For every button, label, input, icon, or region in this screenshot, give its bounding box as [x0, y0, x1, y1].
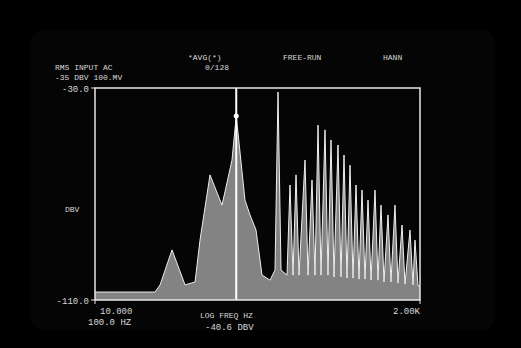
spectrum-area: [95, 92, 420, 300]
x-tick: [95, 300, 96, 304]
marker-y-readout: -40.6 DBV: [205, 323, 254, 333]
y-tick: [91, 88, 95, 89]
y-tick-label: -30.0: [62, 85, 89, 95]
y-axis-label: DBV: [65, 205, 80, 214]
screen: [30, 30, 495, 330]
annotation: -35 DBV 100.MV: [55, 73, 122, 82]
annotation: HANN: [383, 53, 402, 62]
annotation: 0/128: [205, 63, 229, 72]
spectrum-line: [95, 92, 420, 292]
y-tick-label: -110.0: [57, 297, 89, 307]
marker-line: [235, 88, 237, 300]
marker-point: [234, 114, 239, 119]
annotation: RMS INPUT AC: [55, 63, 113, 72]
annotation: *AVG(*): [188, 53, 222, 62]
y-tick: [91, 300, 95, 301]
plot-area: [95, 88, 420, 300]
background: [0, 0, 521, 348]
marker-x-readout: 100.0 HZ: [88, 318, 132, 328]
x-tick: [420, 300, 421, 304]
plot-frame: [95, 88, 420, 300]
annotation: FREE-RUN: [283, 53, 322, 62]
x-axis-label: LOG FREQ HZ: [200, 311, 253, 320]
x-tick-label: 10.000: [100, 307, 132, 317]
chart: RMS INPUT AC-35 DBV 100.MV *AVG(*)0/128 FR…: [0, 0, 521, 348]
x-tick-label: 2.00K: [393, 307, 421, 317]
